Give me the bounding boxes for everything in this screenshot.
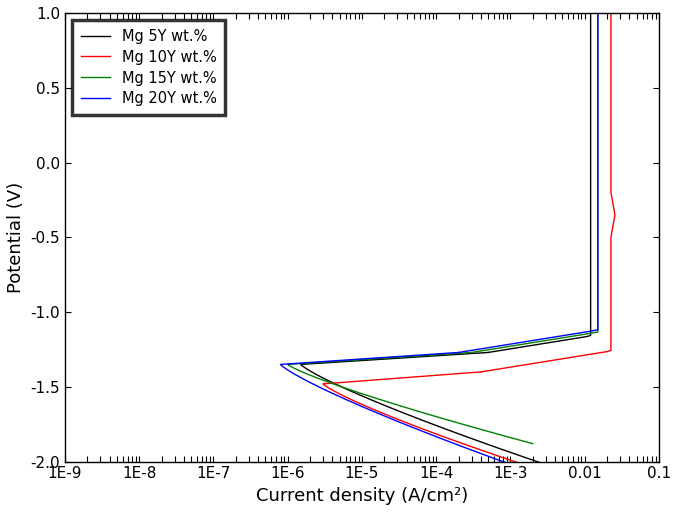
Mg 5Y wt.% (484, 349, 492, 355)
Mg 5Y wt.% (407, 354, 416, 360)
Mg 10Y wt.% (412, 374, 420, 380)
Mg 5Y wt.% (436, 352, 444, 358)
Mg 10Y wt.% (477, 369, 485, 375)
Mg 15Y wt.% (468, 349, 476, 355)
Mg 10Y wt.% (323, 380, 332, 387)
Mg 10Y wt.% (499, 455, 507, 461)
Mg 10Y wt.% (519, 461, 527, 467)
Line: Mg 15Y wt.%: Mg 15Y wt.% (287, 352, 533, 444)
Mg 10Y wt.% (437, 372, 445, 378)
Mg 20Y wt.% (313, 383, 321, 389)
Mg 15Y wt.% (504, 434, 512, 440)
Line: Mg 5Y wt.%: Mg 5Y wt.% (301, 352, 546, 464)
Mg 20Y wt.% (409, 352, 417, 358)
Y-axis label: Potential (V): Potential (V) (7, 182, 25, 293)
Mg 15Y wt.% (392, 354, 400, 360)
Legend: Mg 5Y wt.%, Mg 10Y wt.%, Mg 15Y wt.%, Mg 20Y wt.%: Mg 5Y wt.%, Mg 10Y wt.%, Mg 15Y wt.%, Mg… (73, 20, 226, 115)
Line: Mg 10Y wt.%: Mg 10Y wt.% (323, 372, 523, 464)
X-axis label: Current density (A/cm²): Current density (A/cm²) (256, 487, 468, 505)
Mg 10Y wt.% (349, 397, 357, 403)
Mg 15Y wt.% (420, 352, 428, 358)
Mg 15Y wt.% (321, 378, 329, 384)
Mg 15Y wt.% (288, 361, 296, 367)
Mg 20Y wt.% (519, 466, 527, 472)
Mg 5Y wt.% (542, 461, 550, 467)
Mg 15Y wt.% (529, 441, 537, 447)
Mg 5Y wt.% (334, 382, 342, 388)
Mg 20Y wt.% (495, 457, 503, 463)
Mg 5Y wt.% (517, 453, 525, 459)
Mg 5Y wt.% (302, 361, 310, 367)
Mg 20Y wt.% (281, 361, 290, 367)
Line: Mg 20Y wt.%: Mg 20Y wt.% (281, 352, 523, 469)
Mg 20Y wt.% (454, 349, 462, 355)
Mg 20Y wt.% (382, 354, 390, 360)
Mg 10Y wt.% (426, 429, 435, 435)
Mg 15Y wt.% (414, 409, 422, 415)
Mg 20Y wt.% (406, 423, 414, 430)
Mg 5Y wt.% (428, 421, 436, 427)
